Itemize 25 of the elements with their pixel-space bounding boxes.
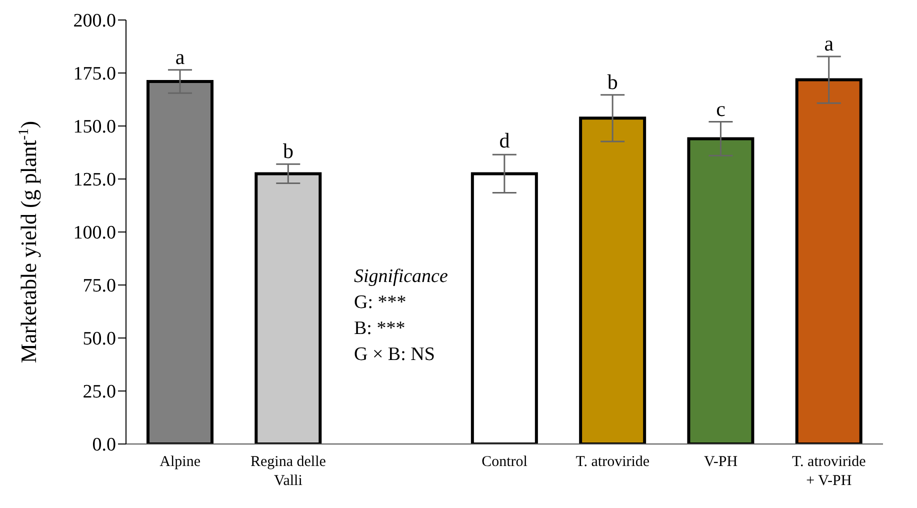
annotation: G × B: NS [354, 343, 436, 367]
annotation: Significance [354, 265, 448, 289]
annotation: b [282, 139, 294, 164]
y-tick-label: 75.0 [82, 276, 116, 297]
annotation: a [824, 31, 834, 56]
x-tick-label: Alpine [160, 454, 201, 470]
annotation: G: *** [354, 291, 408, 315]
x-tick-label: T. atroviride [576, 454, 650, 470]
x-tick-label: Control [482, 454, 528, 470]
y-tick-label: 50.0 [82, 328, 116, 350]
y-tick-label: 125.0 [73, 170, 116, 191]
annotation: B: *** [354, 317, 406, 341]
annotation: a [175, 44, 186, 69]
y-tick-label: 100.0 [73, 222, 116, 244]
x-tick-label: Regina delle Valli [250, 454, 326, 489]
y-tick-label: 25.0 [82, 382, 116, 403]
annotation: b [607, 70, 618, 94]
y-tick-label: 200.0 [73, 10, 116, 32]
y-tick-label: 150.0 [73, 116, 116, 138]
y-tick-label: 175.0 [73, 64, 116, 85]
y-tick-label: 0.0 [92, 434, 116, 456]
annotation: d [499, 128, 510, 153]
x-tick-label: V-PH [704, 454, 738, 470]
annotation: c [716, 96, 726, 121]
x-tick-label: T. atroviride + V-PH [792, 454, 866, 489]
